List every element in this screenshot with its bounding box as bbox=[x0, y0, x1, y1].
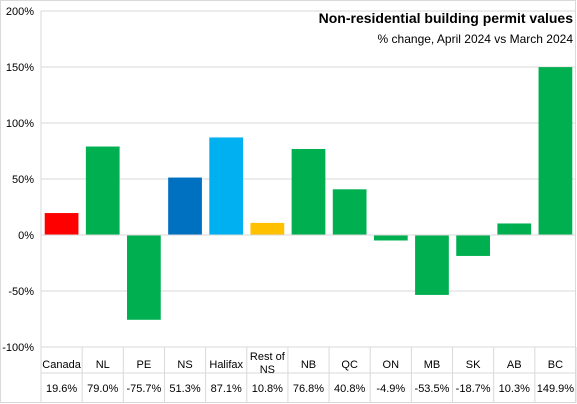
bar bbox=[250, 222, 285, 235]
category-label: BC bbox=[548, 359, 563, 371]
bar bbox=[168, 177, 202, 235]
bar bbox=[44, 213, 79, 235]
y-tick-label: 0% bbox=[18, 230, 34, 242]
data-label: -53.5% bbox=[415, 383, 450, 395]
bar bbox=[127, 235, 161, 320]
bar bbox=[538, 67, 573, 235]
bar bbox=[85, 146, 120, 235]
bar bbox=[415, 235, 449, 295]
category-label: QC bbox=[341, 359, 358, 371]
bar bbox=[497, 223, 532, 235]
category-label: Canada bbox=[42, 359, 81, 371]
data-label: 149.9% bbox=[537, 383, 575, 395]
y-tick-label: -100% bbox=[2, 342, 34, 354]
y-tick-label: 150% bbox=[6, 62, 34, 74]
bar bbox=[373, 235, 408, 241]
data-label: -4.9% bbox=[376, 383, 405, 395]
category-label: NS bbox=[177, 359, 192, 371]
y-tick-label: 100% bbox=[6, 118, 34, 130]
category-label: Rest of bbox=[250, 351, 286, 363]
chart-subtitle: % change, April 2024 vs March 2024 bbox=[377, 32, 573, 46]
data-label: 51.3% bbox=[169, 383, 200, 395]
data-label: 87.1% bbox=[211, 383, 242, 395]
bar bbox=[332, 189, 367, 235]
data-label: 76.8% bbox=[293, 383, 324, 395]
bar bbox=[291, 148, 326, 235]
category-label: ON bbox=[383, 359, 400, 371]
category-label: NS bbox=[260, 364, 275, 376]
data-label: 10.8% bbox=[252, 383, 283, 395]
data-label: 10.3% bbox=[499, 383, 530, 395]
category-label: MB bbox=[424, 359, 441, 371]
category-label: NL bbox=[96, 359, 110, 371]
category-label: NB bbox=[301, 359, 316, 371]
data-label: 40.8% bbox=[334, 383, 365, 395]
category-label: Halifax bbox=[209, 359, 243, 371]
category-label: AB bbox=[507, 359, 522, 371]
bar bbox=[209, 137, 244, 235]
y-tick-label: 50% bbox=[12, 174, 34, 186]
data-label: 79.0% bbox=[87, 383, 118, 395]
y-tick-label: -50% bbox=[8, 286, 34, 298]
bar bbox=[456, 235, 490, 256]
data-label: 19.6% bbox=[46, 383, 77, 395]
data-label: -75.7% bbox=[126, 383, 161, 395]
data-label: -18.7% bbox=[456, 383, 491, 395]
category-label: PE bbox=[137, 359, 152, 371]
y-tick-label: 200% bbox=[6, 6, 34, 18]
category-label: SK bbox=[466, 359, 481, 371]
chart-title: Non-residential building permit values bbox=[318, 10, 573, 26]
